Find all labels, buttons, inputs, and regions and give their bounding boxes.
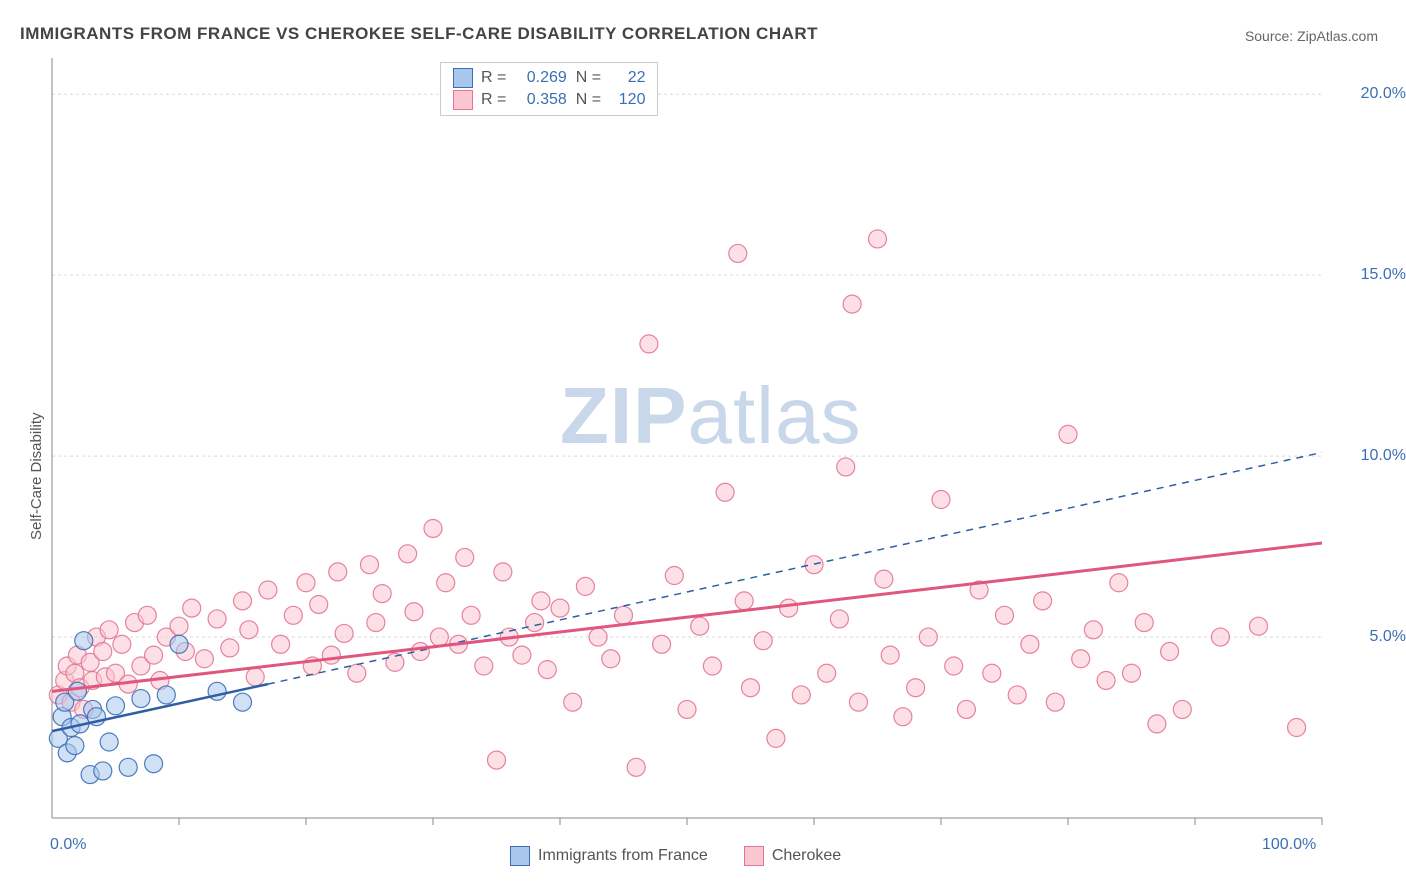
source-attribution: Source: ZipAtlas.com	[1245, 28, 1378, 44]
x-axis-max-label: 100.0%	[1262, 836, 1316, 854]
legend-stats: R = 0.358 N = 120	[481, 91, 645, 109]
y-tick-label: 20.0%	[1330, 85, 1406, 103]
legend-swatch	[453, 90, 473, 110]
legend-row: R = 0.269 N = 22	[453, 67, 645, 89]
legend-swatch	[453, 68, 473, 88]
x-axis-min-label: 0.0%	[50, 836, 86, 854]
y-axis-label: Self-Care Disability	[28, 412, 45, 540]
series-legend: Immigrants from France Cherokee	[510, 846, 841, 866]
source-value: ZipAtlas.com	[1297, 28, 1378, 44]
source-label: Source:	[1245, 28, 1297, 44]
legend-stats: R = 0.269 N = 22	[481, 69, 645, 87]
correlation-legend: R = 0.269 N = 22 R = 0.358 N = 120	[440, 62, 658, 116]
legend-series-label: Cherokee	[772, 847, 841, 865]
legend-swatch	[744, 846, 764, 866]
y-tick-label: 15.0%	[1330, 266, 1406, 284]
chart-title: IMMIGRANTS FROM FRANCE VS CHEROKEE SELF-…	[20, 24, 818, 44]
legend-series-label: Immigrants from France	[538, 847, 708, 865]
legend-swatch	[510, 846, 530, 866]
scatter-plot	[52, 58, 1322, 818]
y-tick-label: 10.0%	[1330, 447, 1406, 465]
legend-row: R = 0.358 N = 120	[453, 89, 645, 111]
y-tick-label: 5.0%	[1330, 628, 1406, 646]
